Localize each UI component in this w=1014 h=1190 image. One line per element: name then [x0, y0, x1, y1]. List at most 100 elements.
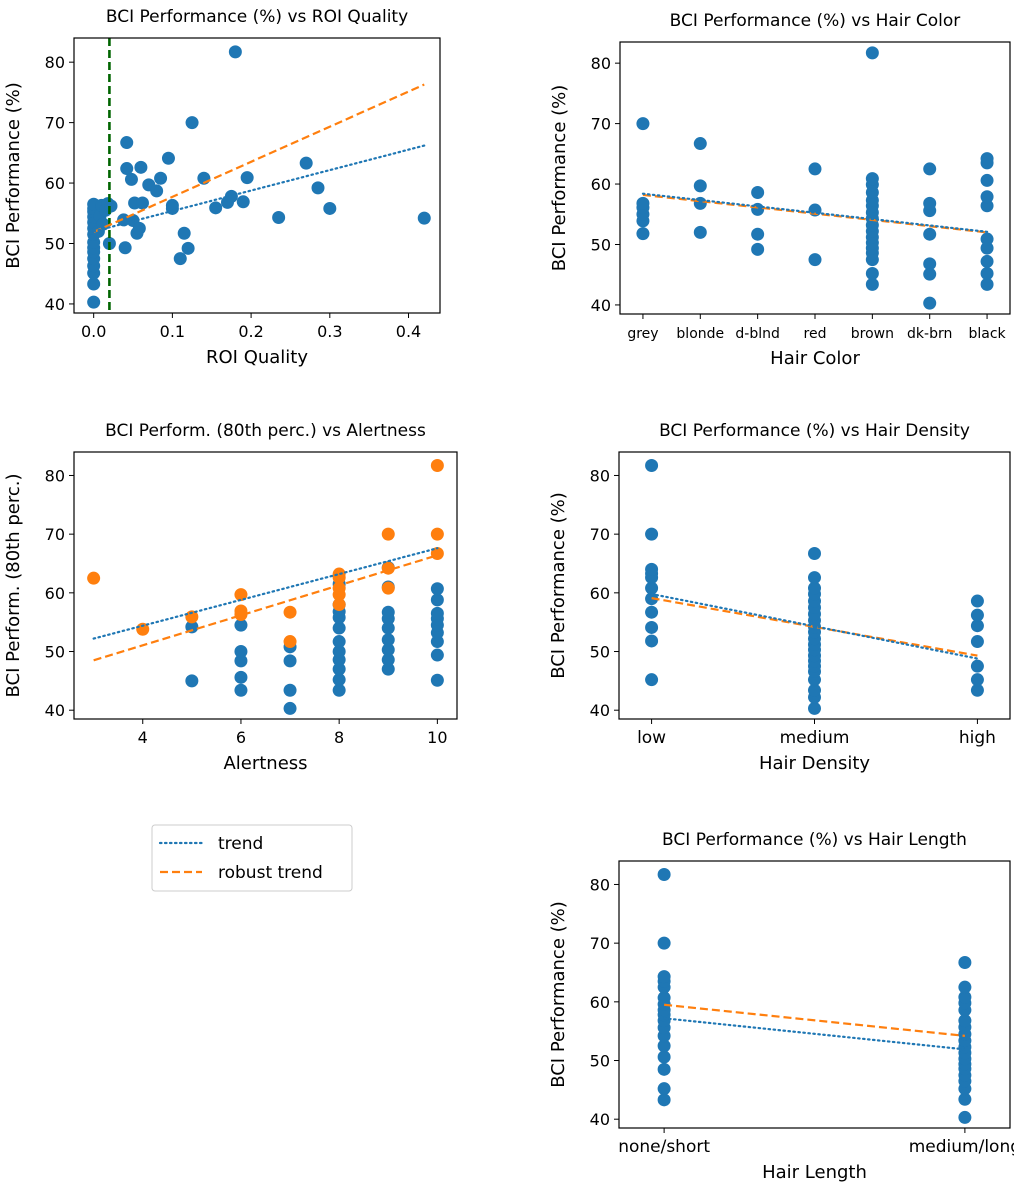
data-point: [430, 593, 444, 607]
data-point: [332, 621, 346, 635]
data-point: [430, 606, 444, 620]
data-point-80th: [332, 598, 346, 612]
data-point: [430, 648, 444, 662]
x-axis-label: Hair Length: [762, 1162, 867, 1183]
data-point: [923, 196, 937, 210]
data-point: [430, 582, 444, 596]
data-point: [134, 160, 148, 174]
data-point: [923, 267, 937, 281]
trend-line: [650, 592, 979, 660]
data-point: [865, 267, 879, 281]
data-point: [970, 673, 984, 687]
data-point-80th: [430, 527, 444, 541]
data-point: [923, 227, 937, 241]
data-point: [381, 643, 395, 657]
data-point: [980, 190, 994, 204]
data-point: [332, 683, 346, 697]
plot-frame: [619, 41, 1011, 315]
x-tick-label: high: [959, 728, 996, 748]
data-point: [657, 1093, 671, 1107]
data-point: [236, 195, 250, 209]
x-tick-label: 0.4: [396, 322, 421, 341]
y-axis-label: BCI Performance (%): [548, 901, 569, 1088]
data-point: [693, 225, 707, 239]
data-point: [657, 1082, 671, 1096]
trend-line: [663, 1017, 966, 1051]
data-point: [980, 152, 994, 166]
trend-line: [92, 144, 426, 233]
data-point: [808, 701, 821, 715]
y-tick-label: 40: [45, 295, 65, 314]
plot-frame: [618, 451, 1011, 720]
data-point: [636, 117, 650, 131]
x-tick-label: 0.0: [81, 322, 106, 341]
legend: trend robust trend: [151, 824, 353, 892]
x-tick-label: 6: [236, 728, 246, 747]
x-tick-label: low: [637, 728, 666, 748]
data-point: [980, 277, 994, 291]
y-tick-label: 70: [45, 525, 65, 544]
x-tick-label: 0.2: [238, 322, 263, 341]
data-point: [645, 620, 659, 634]
data-point: [970, 608, 984, 622]
data-point: [311, 181, 325, 195]
chart-alertness: BCI Perform. (80th perc.) vs Alertness 40…: [3, 421, 458, 774]
robust-trend-line: [664, 1003, 965, 1037]
data-point: [970, 659, 984, 673]
data-point: [185, 116, 199, 130]
data-point: [283, 683, 297, 697]
x-tick-label: medium: [780, 728, 850, 748]
x-tick-label: d-blnd: [735, 326, 779, 342]
y-tick-label: 50: [45, 234, 65, 253]
y-tick-label: 80: [45, 53, 65, 72]
data-point: [209, 201, 223, 215]
data-point: [751, 186, 765, 200]
data-point: [135, 196, 149, 210]
data-point: [980, 267, 994, 281]
y-tick-label: 80: [590, 875, 610, 894]
x-tick-label: none/short: [618, 1137, 710, 1157]
data-point: [808, 162, 822, 176]
data-point: [970, 619, 984, 633]
x-tick-label: 8: [334, 728, 344, 747]
data-point-80th: [87, 571, 101, 585]
x-tick-label: 4: [138, 728, 148, 747]
data-point-80th: [332, 567, 346, 581]
legend-trend-label: trend: [218, 834, 263, 854]
robust-trend-line: [642, 193, 988, 234]
data-point: [980, 199, 994, 213]
chart-title: BCI Performance (%) vs Hair Length: [662, 830, 967, 850]
data-point: [865, 172, 879, 186]
data-point-80th: [185, 610, 199, 624]
y-tick-label: 80: [45, 466, 65, 485]
y-tick-label: 60: [45, 174, 65, 193]
data-point: [865, 46, 879, 60]
data-point: [923, 162, 937, 176]
data-point: [87, 277, 101, 291]
data-point: [381, 621, 395, 635]
x-tick-label: 0.3: [317, 322, 342, 341]
data-point: [958, 1014, 972, 1028]
x-tick-label: medium/long: [909, 1137, 1014, 1157]
x-axis-label: Hair Density: [759, 753, 870, 774]
data-point: [124, 172, 138, 186]
y-tick-label: 60: [590, 993, 610, 1012]
chart-hair-density: BCI Performance (%) vs Hair Density 40 50 6…: [548, 421, 1011, 774]
data-point: [657, 970, 671, 984]
y-tick-label: 70: [591, 115, 611, 134]
data-point-80th: [283, 605, 297, 619]
x-tick-label: black: [968, 326, 1006, 342]
data-point: [120, 136, 134, 150]
x-tick-label: blonde: [676, 326, 724, 342]
x-axis-label: Hair Color: [770, 348, 860, 369]
data-point: [645, 634, 659, 648]
data-point: [980, 173, 994, 187]
data-point: [283, 701, 297, 715]
y-tick-label: 40: [590, 1110, 610, 1129]
x-tick-label: 0.1: [160, 322, 185, 341]
x-tick-label: grey: [627, 326, 658, 342]
data-point: [751, 242, 765, 256]
data-point: [332, 635, 346, 649]
data-point: [657, 1062, 671, 1076]
data-point: [234, 654, 248, 668]
